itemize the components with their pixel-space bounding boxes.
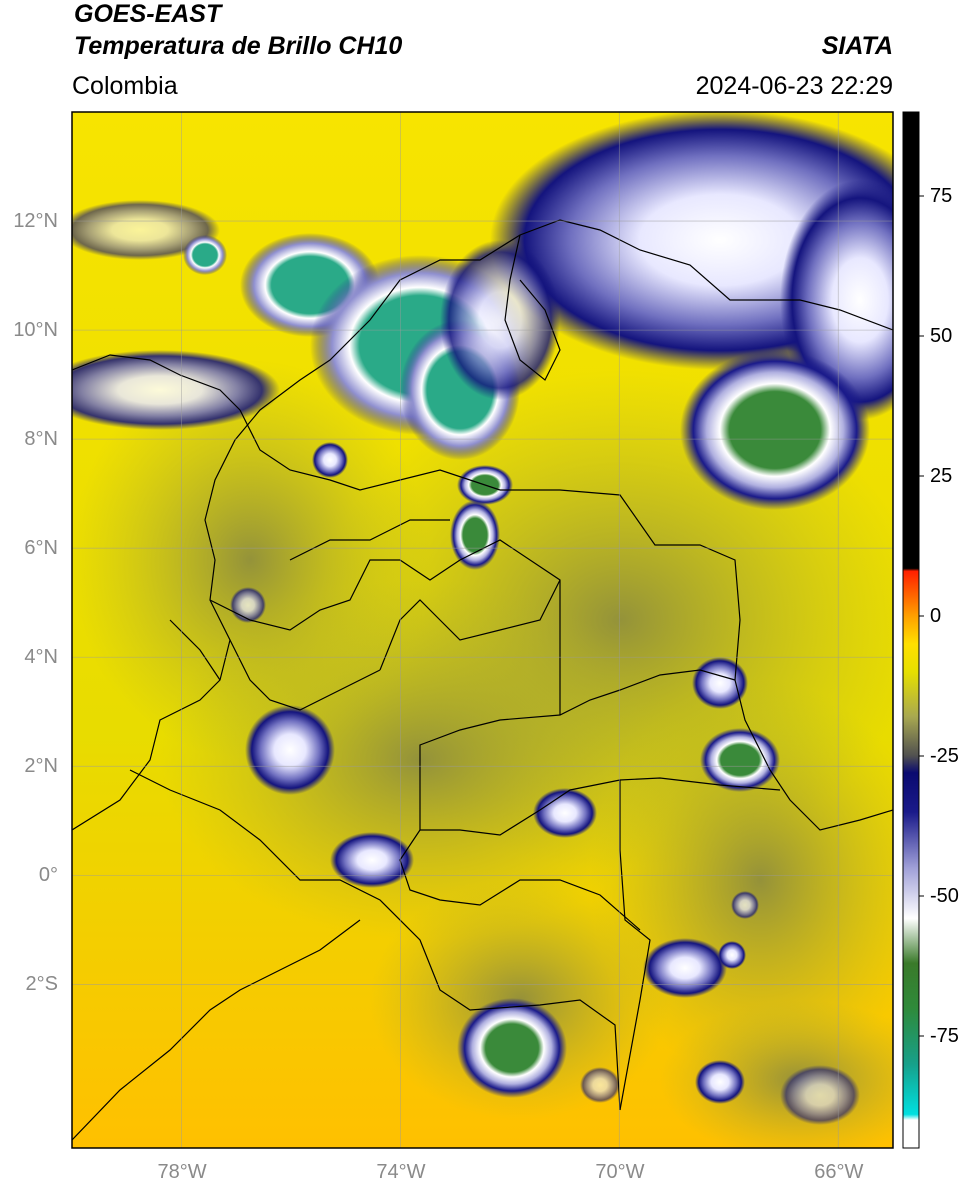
lat-tick-label: 2°N bbox=[24, 755, 58, 778]
colorbar-tick-label: -75 bbox=[930, 1025, 959, 1047]
product-title: Temperatura de Brillo CH10 bbox=[74, 32, 403, 60]
colorbar bbox=[902, 111, 924, 1149]
colorbar-scale bbox=[903, 112, 919, 1148]
gridlines bbox=[72, 112, 893, 1148]
colorbar-frame bbox=[902, 111, 920, 1149]
colorbar-tick-label: 0 bbox=[930, 605, 942, 627]
datetime-label: 2024-06-23 22:29 bbox=[695, 72, 893, 100]
lon-tick-label: 74°W bbox=[376, 1161, 426, 1183]
lat-tick-label: 4°N bbox=[24, 646, 58, 669]
lon-tick-label: 70°W bbox=[595, 1161, 645, 1183]
satellite-title: GOES-EAST bbox=[74, 0, 222, 28]
lon-tick-label: 66°W bbox=[814, 1161, 864, 1183]
imagery-layer bbox=[72, 112, 893, 1148]
country-borders bbox=[72, 219, 893, 1141]
lat-tick-label: 10°N bbox=[13, 319, 58, 342]
lat-tick-label: 2°S bbox=[25, 973, 58, 996]
region-label: Colombia bbox=[72, 72, 178, 100]
colorbar-tick-label: -50 bbox=[930, 885, 959, 907]
agency-label: SIATA bbox=[821, 32, 893, 60]
lat-tick-label: 12°N bbox=[13, 210, 58, 233]
map-frame bbox=[71, 111, 894, 1149]
colorbar-tick-label: 25 bbox=[930, 465, 953, 487]
colorbar-tick-label: 50 bbox=[930, 325, 953, 347]
colorbar-tick-label: 75 bbox=[930, 185, 953, 207]
lat-tick-label: 8°N bbox=[24, 428, 58, 451]
lon-tick-label: 78°W bbox=[157, 1161, 207, 1183]
colorbar-tick-label: -25 bbox=[930, 745, 959, 767]
lat-tick-label: 6°N bbox=[24, 537, 58, 560]
lat-tick-label: 0° bbox=[38, 864, 58, 887]
